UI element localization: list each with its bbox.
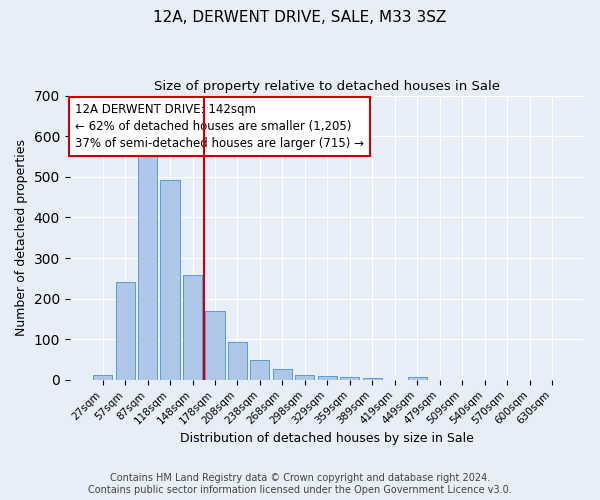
Bar — [340, 377, 359, 380]
Y-axis label: Number of detached properties: Number of detached properties — [15, 139, 28, 336]
Bar — [138, 146, 157, 380]
Bar — [295, 374, 314, 380]
Title: Size of property relative to detached houses in Sale: Size of property relative to detached ho… — [154, 80, 500, 93]
Bar — [228, 342, 247, 380]
Bar — [273, 370, 292, 380]
Text: 12A DERWENT DRIVE: 142sqm
← 62% of detached houses are smaller (1,205)
37% of se: 12A DERWENT DRIVE: 142sqm ← 62% of detac… — [75, 102, 364, 150]
Text: 12A, DERWENT DRIVE, SALE, M33 3SZ: 12A, DERWENT DRIVE, SALE, M33 3SZ — [154, 10, 446, 25]
Text: Contains HM Land Registry data © Crown copyright and database right 2024.
Contai: Contains HM Land Registry data © Crown c… — [88, 474, 512, 495]
Bar — [93, 375, 112, 380]
Bar — [318, 376, 337, 380]
Bar — [205, 311, 224, 380]
Bar — [407, 378, 427, 380]
Bar — [183, 275, 202, 380]
Bar — [250, 360, 269, 380]
Bar — [363, 378, 382, 380]
Bar — [116, 282, 134, 380]
X-axis label: Distribution of detached houses by size in Sale: Distribution of detached houses by size … — [181, 432, 474, 445]
Bar — [160, 180, 179, 380]
